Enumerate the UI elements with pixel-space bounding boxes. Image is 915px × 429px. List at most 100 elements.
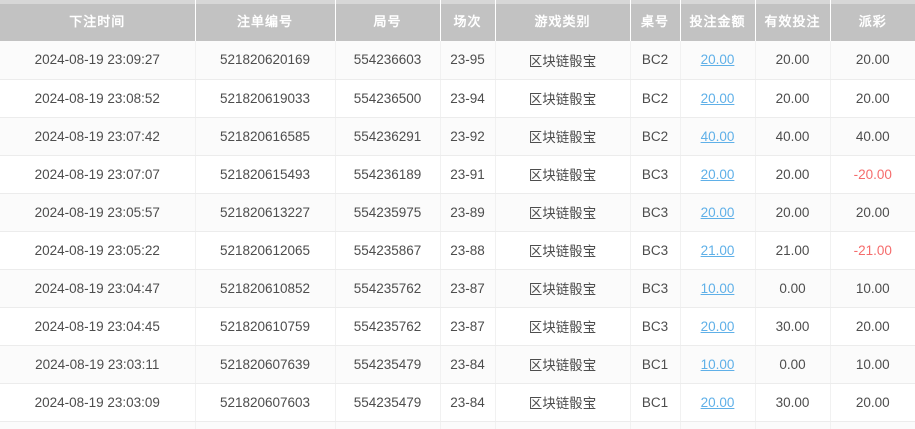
cell-game-type: 区块链骰宝 [495, 117, 631, 156]
cell-empty [755, 421, 831, 429]
cell-order-no: 521820610852 [195, 269, 336, 308]
col-header-bet-amount: 投注金额 [680, 0, 756, 41]
cell-valid-bet: 20.00 [755, 41, 831, 80]
bet-amount-link[interactable]: 10.00 [700, 356, 735, 372]
col-header-bet-time: 下注时间 [0, 0, 196, 41]
bet-amount-link[interactable]: 20.00 [700, 204, 735, 220]
cell-round-no: 554235867 [335, 231, 441, 270]
cell-order-no: 521820620169 [195, 41, 336, 80]
col-header-round-no: 局号 [335, 0, 441, 41]
cell-order-no: 521820607603 [195, 383, 336, 422]
cell-table-no: BC3 [630, 193, 681, 232]
cell-order-no: 521820610759 [195, 307, 336, 346]
bet-amount-link[interactable]: 10.00 [700, 280, 735, 296]
table-row: 2024-08-19 23:04:47 521820610852 554235762… [0, 269, 915, 308]
cell-session: 23-91 [440, 155, 496, 194]
cell-bet-amount: 20.00 [680, 383, 756, 422]
bet-amount-link[interactable]: 21.00 [700, 242, 735, 258]
cell-time: 2024-08-19 23:04:45 [0, 307, 196, 346]
cell-time: 2024-08-19 23:04:47 [0, 269, 196, 308]
cell-payout: -21.00 [830, 231, 915, 270]
header-row: 下注时间 注单编号 局号 场次 游戏类别 桌号 投注金额 有效投注 派彩 [0, 0, 915, 41]
cell-payout: 20.00 [830, 79, 915, 118]
table-row: 2024-08-19 23:05:57 521820613227 554235975… [0, 193, 915, 232]
table-row: 2024-08-19 23:08:52 521820619033 554236500… [0, 79, 915, 118]
cell-table-no: BC2 [630, 79, 681, 118]
cell-bet-amount: 20.00 [680, 307, 756, 346]
cell-session: 23-92 [440, 117, 496, 156]
cell-round-no: 554235975 [335, 193, 441, 232]
cell-empty [630, 421, 681, 429]
cell-empty [830, 421, 915, 429]
cell-session: 23-88 [440, 231, 496, 270]
cell-valid-bet: 20.00 [755, 193, 831, 232]
cell-order-no: 521820619033 [195, 79, 336, 118]
cell-table-no: BC3 [630, 155, 681, 194]
cell-session: 23-94 [440, 79, 496, 118]
cell-valid-bet: 30.00 [755, 383, 831, 422]
cell-time: 2024-08-19 23:08:52 [0, 79, 196, 118]
cell-valid-bet: 0.00 [755, 269, 831, 308]
bet-amount-link[interactable]: 20.00 [700, 318, 735, 334]
cell-game-type: 区块链骰宝 [495, 41, 631, 80]
bet-amount-link[interactable]: 20.00 [700, 166, 735, 182]
cell-payout: 20.00 [830, 307, 915, 346]
cell-time: 2024-08-19 23:05:22 [0, 231, 196, 270]
cell-empty [195, 421, 336, 429]
cell-order-no: 521820607639 [195, 345, 336, 384]
cell-valid-bet: 30.00 [755, 307, 831, 346]
cell-round-no: 554235762 [335, 307, 441, 346]
bet-amount-link[interactable]: 20.00 [700, 90, 735, 106]
cell-game-type: 区块链骰宝 [495, 155, 631, 194]
cell-bet-amount: 40.00 [680, 117, 756, 156]
cell-table-no: BC1 [630, 345, 681, 384]
table-header: 下注时间 注单编号 局号 场次 游戏类别 桌号 投注金额 有效投注 派彩 [0, 0, 915, 41]
cell-session: 23-87 [440, 307, 496, 346]
cell-valid-bet: 20.00 [755, 155, 831, 194]
cell-valid-bet: 21.00 [755, 231, 831, 270]
table-row: 2024-08-19 23:03:09 521820607603 554235479… [0, 383, 915, 422]
cell-empty [680, 421, 756, 429]
col-header-payout: 派彩 [830, 0, 915, 41]
cell-payout: 20.00 [830, 41, 915, 80]
cell-empty [440, 421, 496, 429]
cell-round-no: 554236500 [335, 79, 441, 118]
cell-round-no: 554235479 [335, 345, 441, 384]
cell-bet-amount: 20.00 [680, 155, 756, 194]
cell-table-no: BC3 [630, 231, 681, 270]
cell-empty [335, 421, 441, 429]
cell-order-no: 521820616585 [195, 117, 336, 156]
table-row: 2024-08-19 23:09:27 521820620169 554236603… [0, 41, 915, 80]
table-row: 2024-08-19 23:07:07 521820615493 554236189… [0, 155, 915, 194]
cell-round-no: 554236291 [335, 117, 441, 156]
bet-amount-link[interactable]: 20.00 [700, 52, 735, 68]
cell-game-type: 区块链骰宝 [495, 307, 631, 346]
cell-bet-amount: 10.00 [680, 269, 756, 308]
col-header-game-type: 游戏类别 [495, 0, 631, 41]
bet-amount-link[interactable]: 20.00 [700, 394, 735, 410]
col-header-session: 场次 [440, 0, 496, 41]
cell-bet-amount: 21.00 [680, 231, 756, 270]
cell-table-no: BC2 [630, 41, 681, 80]
cell-time: 2024-08-19 23:03:11 [0, 345, 196, 384]
cell-payout: 20.00 [830, 193, 915, 232]
cell-time: 2024-08-19 23:03:09 [0, 383, 196, 422]
cell-order-no: 521820612065 [195, 231, 336, 270]
cell-time: 2024-08-19 23:09:27 [0, 41, 196, 80]
cell-bet-amount: 20.00 [680, 193, 756, 232]
cell-round-no: 554235762 [335, 269, 441, 308]
cell-bet-amount: 20.00 [680, 41, 756, 80]
bet-amount-link[interactable]: 40.00 [700, 128, 735, 144]
cell-empty [0, 421, 196, 429]
cell-session: 23-89 [440, 193, 496, 232]
table-row: 2024-08-19 23:05:22 521820612065 554235867… [0, 231, 915, 270]
cell-valid-bet: 20.00 [755, 79, 831, 118]
table-body: 2024-08-19 23:09:27 521820620169 554236603… [0, 41, 915, 429]
cell-round-no: 554236603 [335, 41, 441, 80]
cell-bet-amount: 10.00 [680, 345, 756, 384]
cell-round-no: 554236189 [335, 155, 441, 194]
table-row-partial [0, 421, 915, 429]
cell-session: 23-84 [440, 383, 496, 422]
